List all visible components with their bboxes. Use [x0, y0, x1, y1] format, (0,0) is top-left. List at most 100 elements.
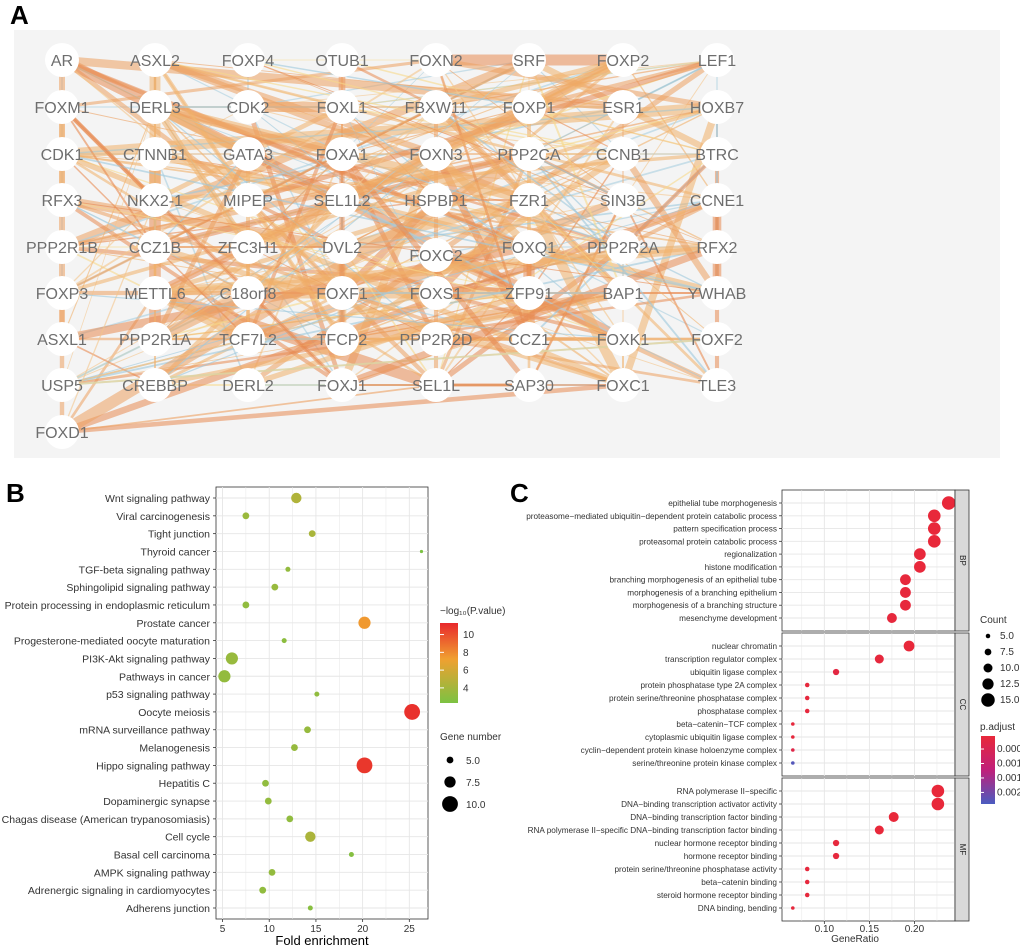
chart-b-point — [218, 670, 231, 683]
chart-c-count-legend-dot — [985, 633, 991, 639]
network-node: CCNB1 — [596, 137, 650, 171]
network-node: FOXS1 — [410, 276, 463, 310]
chart-b-points — [218, 492, 424, 911]
chart-c-x-title: GeneRatio — [831, 934, 879, 945]
chart-b-y-tick: Thyroid cancer — [141, 546, 211, 558]
chart-b-point — [404, 704, 421, 720]
network-node-circle — [45, 90, 79, 124]
chart-c-point — [927, 535, 941, 548]
network-node: METTL6 — [124, 276, 186, 310]
network-edge — [435, 106, 624, 248]
chart-c-point — [791, 748, 795, 752]
network-node-circle — [45, 322, 79, 356]
network-node-label: FOXP2 — [597, 53, 650, 70]
chart-b-point — [259, 886, 267, 894]
chart-b-y-tick: Oocyte meiosis — [138, 707, 210, 719]
network-edge — [154, 153, 249, 248]
network-node-circle — [606, 43, 640, 77]
network-node-circle — [45, 276, 79, 310]
network-node-label: FOXC1 — [596, 378, 649, 395]
network-node: FBXW11 — [405, 90, 468, 124]
chart-b-y-tick: Adherens junction — [126, 903, 210, 915]
chart-b-y-tick: Tight junction — [148, 529, 210, 541]
network-node-circle — [45, 137, 79, 171]
chart-c-facet: nuclear chromatin transcription regulator… — [581, 632, 970, 777]
chart-c-count-legend-label: 5.0 — [1000, 631, 1014, 642]
network-edge — [528, 153, 624, 294]
network-node-circle — [700, 368, 734, 402]
network-node-label: SAP30 — [504, 378, 554, 395]
chart-b-color-legend-title: −log₁₀(P.value) — [440, 606, 505, 617]
network-edge — [528, 106, 624, 155]
chart-c-count-legend: 5.0 7.5 10.0 12.5 15.0 — [981, 631, 1020, 707]
chart-c-count-legend-label: 7.5 — [1000, 647, 1014, 658]
network-node-circle — [138, 230, 172, 264]
chart-b-y-tick: Hippo signaling pathway — [96, 760, 211, 772]
network-node-circle — [325, 137, 359, 171]
chart-c-x-tick: 0.10 — [815, 924, 835, 935]
chart-c-x-tick: 0.20 — [905, 924, 925, 935]
chart-c-y-tick: protein serine/threonine phosphatase com… — [609, 694, 777, 703]
network-node-label: BAP1 — [603, 286, 644, 303]
chart-b-size-legend-dot — [442, 796, 458, 812]
chart-c-y-tick: protein phosphatase type 2A complex — [640, 681, 777, 690]
network-node: CCZ1B — [129, 230, 181, 264]
chart-b-size-legend-dot — [444, 776, 456, 788]
chart-b-size-legend-label: 7.5 — [466, 778, 480, 789]
network-node-label: CDK2 — [227, 100, 270, 117]
chart-b-size-legend-title: Gene number — [440, 732, 502, 743]
network-node-label: FOXS1 — [410, 286, 463, 303]
chart-c-point — [791, 761, 795, 765]
chart-c-y-tick: cytoplasmic ubiquitin ligase complex — [645, 733, 777, 742]
chart-b-y-tick: Adrenergic signaling in cardiomyocytes — [28, 885, 210, 897]
panel-label-a: A — [10, 0, 29, 30]
chart-b-point — [305, 831, 316, 842]
chart-b-colorbar-ticks: 10 8 6 4 — [440, 630, 475, 694]
network-node-label: NKX2-1 — [127, 193, 183, 210]
chart-b-y-tick: Basal cell carcinoma — [114, 850, 210, 862]
chart-c-colorbar — [981, 736, 995, 804]
network-node: SAP30 — [504, 368, 554, 402]
chart-b-y-tick: PI3K-Akt signaling pathway — [82, 653, 211, 665]
chart-b-x-tick: 5 — [220, 924, 226, 935]
network-node-circle — [138, 183, 172, 217]
network-node-label: FZR1 — [509, 193, 549, 210]
chart-b-point — [307, 905, 313, 911]
chart-c-count-legend-label: 12.5 — [1000, 679, 1020, 690]
network-node-label: FOXN2 — [409, 53, 462, 70]
network-node-circle — [231, 137, 265, 171]
network-node: FOXA1 — [316, 137, 368, 171]
network-node-circle — [138, 368, 172, 402]
chart-b-size-legend-label: 10.0 — [466, 800, 486, 811]
chart-c-y-tick: proteasomal protein catabolic process — [639, 537, 777, 546]
network-node-circle — [700, 230, 734, 264]
chart-c-colorbar-tick: 0.0015 — [997, 773, 1020, 784]
panel-label-c: C — [510, 478, 529, 508]
network-edge — [61, 153, 718, 294]
network-node: FOXP2 — [597, 43, 650, 77]
network-node-label: ZFP91 — [505, 286, 553, 303]
chart-b-point — [291, 492, 302, 504]
chart-b-y-tick: TGF-beta signaling pathway — [79, 564, 211, 576]
chart-b-point — [285, 566, 291, 572]
network-node-circle — [700, 137, 734, 171]
network-node: PPP2R2D — [400, 322, 472, 356]
chart-c-facets: epithelial tube morphogenesis proteasome−… — [526, 489, 970, 922]
chart-c-point — [888, 812, 899, 822]
chart-b-point — [262, 779, 269, 787]
chart-b-point — [242, 601, 250, 609]
chart-c-point — [874, 825, 884, 835]
network-edge — [152, 152, 251, 341]
chart-c-y-tick: nuclear hormone receptor binding — [655, 839, 778, 848]
network-node-circle — [138, 43, 172, 77]
network-node-circle — [231, 322, 265, 356]
chart-c-point — [903, 640, 915, 652]
chart-b-y-axis: Wnt signaling pathway Viral carcinogenesi… — [2, 493, 216, 915]
network-node-label: FBXW11 — [405, 100, 468, 117]
network-node: TFCP2 — [317, 322, 367, 356]
network-node: FOXL1 — [317, 90, 367, 124]
network-node-circle — [325, 230, 359, 264]
network-node: BTRC — [695, 137, 739, 171]
